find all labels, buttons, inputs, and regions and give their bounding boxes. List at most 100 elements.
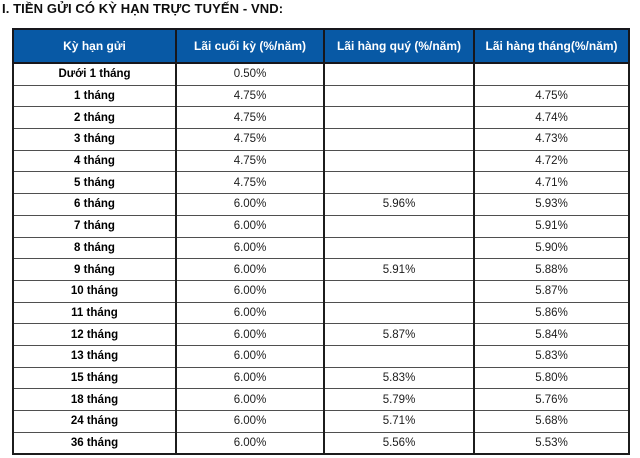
table-row: 18 tháng 6.00% 5.79% 5.76% xyxy=(12,388,630,411)
table-row: 15 tháng 6.00% 5.83% 5.80% xyxy=(12,366,630,390)
section-title: I. TIỀN GỬI CÓ KỲ HẠN TRỰC TUYẾN - VND: xyxy=(2,1,284,16)
table-row: 3 tháng 4.75% 4.73% xyxy=(12,128,630,151)
monthly-rate-cell: 4.73% xyxy=(473,128,630,151)
table-row: 4 tháng 4.75% 4.72% xyxy=(12,149,630,173)
table-header: Kỳ hạn gửi Lãi cuối kỳ (%/năm) Lãi hàng … xyxy=(12,28,630,64)
end-of-term-rate-cell: 6.00% xyxy=(175,323,325,346)
end-of-term-rate-cell: 6.00% xyxy=(175,193,325,216)
end-of-term-rate-cell: 6.00% xyxy=(175,301,325,325)
term-cell: 9 tháng xyxy=(12,258,177,281)
monthly-rate-cell: 4.74% xyxy=(473,106,630,130)
term-cell: 5 tháng xyxy=(12,171,177,195)
term-cell: 11 tháng xyxy=(12,301,177,325)
term-cell: 10 tháng xyxy=(12,279,177,303)
monthly-rate-cell: 5.84% xyxy=(473,323,630,346)
quarterly-rate-cell: 5.71% xyxy=(323,410,475,433)
monthly-rate-cell: 5.93% xyxy=(473,193,630,216)
monthly-rate-cell: 5.90% xyxy=(473,236,630,260)
quarterly-rate-cell xyxy=(323,84,475,108)
table-row: 24 tháng 6.00% 5.71% 5.68% xyxy=(12,410,630,433)
term-cell: 13 tháng xyxy=(12,344,177,368)
quarterly-rate-cell xyxy=(323,149,475,173)
end-of-term-rate-cell: 6.00% xyxy=(175,279,325,303)
table-row: Dưới 1 tháng 0.50% xyxy=(12,62,630,86)
table-row: 2 tháng 4.75% 4.74% xyxy=(12,106,630,130)
term-cell: Dưới 1 tháng xyxy=(12,62,177,86)
quarterly-rate-cell xyxy=(323,236,475,260)
monthly-rate-cell: 5.53% xyxy=(473,431,630,456)
quarterly-rate-cell xyxy=(323,344,475,368)
table-row: 36 tháng 6.00% 5.56% 5.53% xyxy=(12,431,630,456)
end-of-term-rate-cell: 6.00% xyxy=(175,388,325,411)
table-row: 6 tháng 6.00% 5.96% 5.93% xyxy=(12,193,630,216)
quarterly-rate-cell xyxy=(323,171,475,195)
column-header-quarterly-rate: Lãi hàng quý (%/năm) xyxy=(323,28,475,64)
monthly-rate-cell: 5.91% xyxy=(473,214,630,238)
header-row: Kỳ hạn gửi Lãi cuối kỳ (%/năm) Lãi hàng … xyxy=(12,28,630,64)
end-of-term-rate-cell: 4.75% xyxy=(175,149,325,173)
term-cell: 3 tháng xyxy=(12,128,177,151)
column-header-term: Kỳ hạn gửi xyxy=(12,28,177,64)
quarterly-rate-cell xyxy=(323,214,475,238)
monthly-rate-cell: 5.88% xyxy=(473,258,630,281)
quarterly-rate-cell: 5.96% xyxy=(323,193,475,216)
end-of-term-rate-cell: 4.75% xyxy=(175,128,325,151)
rates-table-body: Dưới 1 tháng 0.50% 1 tháng 4.75% 4.75% 2 thán… xyxy=(12,62,630,456)
end-of-term-rate-cell: 6.00% xyxy=(175,366,325,390)
quarterly-rate-cell xyxy=(323,301,475,325)
term-cell: 24 tháng xyxy=(12,410,177,433)
term-cell: 36 tháng xyxy=(12,431,177,456)
term-cell: 6 tháng xyxy=(12,193,177,216)
column-header-monthly-rate: Lãi hàng tháng(%/năm) xyxy=(473,28,630,64)
table-row: 5 tháng 4.75% 4.71% xyxy=(12,171,630,195)
monthly-rate-cell: 5.76% xyxy=(473,388,630,411)
monthly-rate-cell: 5.83% xyxy=(473,344,630,368)
table-row: 7 tháng 6.00% 5.91% xyxy=(12,214,630,238)
end-of-term-rate-cell: 6.00% xyxy=(175,236,325,260)
term-cell: 18 tháng xyxy=(12,388,177,411)
term-cell: 4 tháng xyxy=(12,149,177,173)
table-row: 12 tháng 6.00% 5.87% 5.84% xyxy=(12,323,630,346)
monthly-rate-cell: 4.72% xyxy=(473,149,630,173)
end-of-term-rate-cell: 6.00% xyxy=(175,344,325,368)
table-row: 13 tháng 6.00% 5.83% xyxy=(12,344,630,368)
monthly-rate-cell: 5.68% xyxy=(473,410,630,433)
quarterly-rate-cell: 5.87% xyxy=(323,323,475,346)
quarterly-rate-cell xyxy=(323,62,475,86)
term-cell: 7 tháng xyxy=(12,214,177,238)
quarterly-rate-cell: 5.56% xyxy=(323,431,475,456)
quarterly-rate-cell: 5.91% xyxy=(323,258,475,281)
term-cell: 12 tháng xyxy=(12,323,177,346)
end-of-term-rate-cell: 4.75% xyxy=(175,106,325,130)
deposit-rates-table: Kỳ hạn gửi Lãi cuối kỳ (%/năm) Lãi hàng … xyxy=(12,28,630,456)
monthly-rate-cell: 4.75% xyxy=(473,84,630,108)
table-row: 8 tháng 6.00% 5.90% xyxy=(12,236,630,260)
term-cell: 1 tháng xyxy=(12,84,177,108)
table-row: 10 tháng 6.00% 5.87% xyxy=(12,279,630,303)
monthly-rate-cell xyxy=(473,62,630,86)
quarterly-rate-cell xyxy=(323,106,475,130)
end-of-term-rate-cell: 6.00% xyxy=(175,431,325,456)
term-cell: 15 tháng xyxy=(12,366,177,390)
quarterly-rate-cell: 5.79% xyxy=(323,388,475,411)
end-of-term-rate-cell: 6.00% xyxy=(175,258,325,281)
quarterly-rate-cell: 5.83% xyxy=(323,366,475,390)
quarterly-rate-cell xyxy=(323,128,475,151)
monthly-rate-cell: 5.87% xyxy=(473,279,630,303)
end-of-term-rate-cell: 4.75% xyxy=(175,84,325,108)
monthly-rate-cell: 4.71% xyxy=(473,171,630,195)
end-of-term-rate-cell: 6.00% xyxy=(175,410,325,433)
end-of-term-rate-cell: 0.50% xyxy=(175,62,325,86)
quarterly-rate-cell xyxy=(323,279,475,303)
end-of-term-rate-cell: 4.75% xyxy=(175,171,325,195)
column-header-end-of-term-rate: Lãi cuối kỳ (%/năm) xyxy=(175,28,325,64)
table-row: 9 tháng 6.00% 5.91% 5.88% xyxy=(12,258,630,281)
term-cell: 2 tháng xyxy=(12,106,177,130)
table-row: 1 tháng 4.75% 4.75% xyxy=(12,84,630,108)
table-row: 11 tháng 6.00% 5.86% xyxy=(12,301,630,325)
end-of-term-rate-cell: 6.00% xyxy=(175,214,325,238)
monthly-rate-cell: 5.80% xyxy=(473,366,630,390)
term-cell: 8 tháng xyxy=(12,236,177,260)
monthly-rate-cell: 5.86% xyxy=(473,301,630,325)
